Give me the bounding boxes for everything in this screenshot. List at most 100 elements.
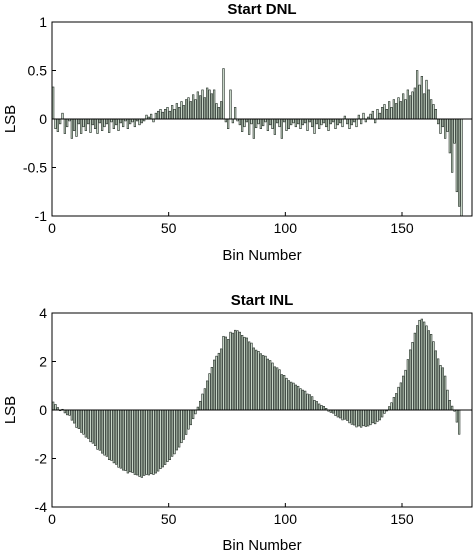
inl-y-ticks: 4 2 0 -2 -4 bbox=[35, 305, 56, 515]
inl-bar bbox=[150, 409, 153, 475]
dnl-bar bbox=[91, 118, 94, 126]
inl-bar bbox=[82, 409, 85, 435]
dnl-bar bbox=[222, 68, 225, 120]
dnl-bar bbox=[320, 118, 323, 126]
inl-bar bbox=[423, 321, 426, 411]
inl-bar bbox=[185, 409, 188, 435]
inl-bar bbox=[143, 409, 146, 476]
inl-bar bbox=[145, 409, 148, 475]
dnl-bar bbox=[271, 118, 274, 129]
dnl-bar bbox=[348, 118, 351, 129]
inl-bar bbox=[273, 366, 276, 411]
dnl-bar bbox=[227, 118, 230, 129]
inl-bar bbox=[346, 409, 349, 421]
inl-bar bbox=[402, 375, 405, 411]
dnl-x-tick-label: 50 bbox=[161, 220, 177, 236]
inl-bar bbox=[299, 388, 302, 411]
dnl-bar bbox=[322, 118, 325, 124]
dnl-bar bbox=[215, 103, 218, 120]
dnl-bar bbox=[276, 118, 279, 124]
inl-bar bbox=[75, 409, 78, 428]
inl-bar bbox=[409, 349, 412, 411]
dnl-bar bbox=[140, 118, 143, 124]
inl-bar bbox=[199, 400, 202, 411]
dnl-bar bbox=[189, 101, 192, 120]
inl-bar bbox=[68, 409, 71, 416]
dnl-bar bbox=[164, 109, 167, 120]
inl-bar bbox=[376, 409, 379, 422]
dnl-bar bbox=[112, 118, 115, 129]
dnl-bar bbox=[98, 118, 101, 124]
dnl-bar bbox=[278, 118, 281, 128]
dnl-bar bbox=[129, 118, 132, 125]
dnl-bar bbox=[346, 118, 349, 125]
dnl-bar bbox=[315, 118, 318, 125]
inl-bar bbox=[140, 409, 143, 478]
dnl-bar bbox=[395, 103, 398, 120]
dnl-title: Start DNL bbox=[227, 1, 296, 18]
inl-bar bbox=[350, 409, 353, 425]
inl-bar bbox=[119, 409, 122, 469]
dnl-bar bbox=[416, 70, 419, 120]
dnl-bar bbox=[122, 118, 125, 128]
inl-bar bbox=[416, 325, 419, 411]
dnl-bars bbox=[52, 68, 463, 217]
inl-bar bbox=[147, 409, 150, 476]
dnl-bar bbox=[66, 118, 69, 128]
inl-bar bbox=[178, 409, 181, 448]
inl-bar bbox=[304, 390, 307, 411]
inl-bar bbox=[413, 332, 416, 411]
inl-bar bbox=[213, 359, 216, 411]
inl-bar bbox=[206, 380, 209, 411]
dnl-bar bbox=[376, 109, 379, 120]
dnl-bar bbox=[418, 84, 421, 120]
inl-bar bbox=[94, 409, 97, 446]
dnl-bar bbox=[63, 118, 66, 134]
dnl-chart: Start DNL 0 50 100 150 1 0.5 0 -0.5 -1 Bin Numb… bbox=[2, 1, 473, 264]
inl-bar bbox=[84, 409, 87, 438]
inl-bar bbox=[266, 358, 269, 411]
inl-bar bbox=[103, 409, 106, 456]
inl-bar bbox=[390, 402, 393, 411]
dnl-bar bbox=[299, 118, 302, 129]
inl-bar bbox=[276, 367, 279, 411]
dnl-bar bbox=[439, 118, 442, 134]
inl-bar bbox=[458, 409, 461, 435]
inl-bar bbox=[357, 409, 360, 427]
dnl-bar bbox=[406, 89, 409, 120]
inl-bar bbox=[432, 341, 435, 411]
dnl-bar bbox=[187, 97, 190, 120]
inl-bar bbox=[89, 409, 92, 443]
inl-bar bbox=[420, 318, 423, 411]
inl-chart: Start INL 0 50 100 150 4 2 0 -2 -4 Bin Number L… bbox=[2, 292, 473, 553]
inl-bar bbox=[80, 409, 83, 433]
inl-x-axis-label: Bin Number bbox=[222, 537, 301, 553]
inl-bar bbox=[362, 409, 365, 427]
dnl-bar bbox=[119, 118, 122, 124]
dnl-bar bbox=[397, 97, 400, 120]
dnl-bar bbox=[313, 118, 316, 134]
inl-bar bbox=[269, 360, 272, 411]
dnl-bar bbox=[266, 118, 269, 131]
dnl-bar bbox=[70, 118, 73, 139]
dnl-bar bbox=[383, 104, 386, 120]
dnl-bar bbox=[59, 118, 62, 125]
dnl-bar bbox=[178, 107, 181, 120]
dnl-bar bbox=[336, 118, 339, 126]
dnl-bar bbox=[259, 118, 262, 129]
dnl-bar bbox=[77, 118, 80, 125]
dnl-bar bbox=[290, 118, 293, 126]
inl-bar bbox=[231, 332, 234, 411]
dnl-bar bbox=[297, 118, 300, 125]
dnl-bar bbox=[105, 118, 108, 125]
inl-bar bbox=[250, 342, 253, 411]
inl-bar bbox=[427, 330, 430, 411]
dnl-bar bbox=[350, 118, 353, 126]
inl-bar bbox=[430, 334, 433, 411]
dnl-bar bbox=[171, 105, 174, 120]
inl-y-tick-label: 2 bbox=[39, 354, 47, 370]
inl-bar bbox=[215, 355, 218, 411]
dnl-bar bbox=[381, 107, 384, 120]
dnl-bar bbox=[84, 118, 87, 131]
dnl-y-tick-label: 0.5 bbox=[28, 63, 48, 79]
